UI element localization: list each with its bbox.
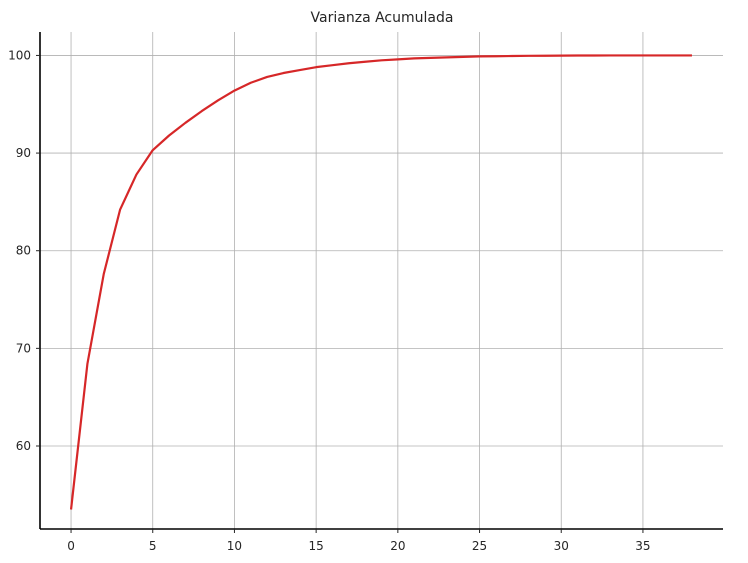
y-tick-label: 60 [16,439,31,453]
y-tick-label: 80 [16,244,31,258]
x-tick-label: 15 [309,539,324,553]
series-layer [69,54,692,510]
x-tick-label: 35 [635,539,650,553]
cumulative-variance-line [69,54,692,510]
y-tick-label: 90 [16,146,31,160]
x-tick-label: 0 [67,539,75,553]
y-tick-label: 70 [16,341,31,355]
x-tick-label: 30 [554,539,569,553]
x-tick-label: 25 [472,539,487,553]
axes [39,32,723,530]
y-axis-ticks: 60 70 80 90 100 [8,48,40,453]
x-tick-label: 5 [149,539,157,553]
x-tick-label: 10 [227,539,242,553]
grid [40,32,723,529]
x-tick-label: 20 [390,539,405,553]
y-tick-label: 100 [8,48,31,62]
x-axis-ticks: 0 5 10 15 20 25 30 35 [67,529,651,553]
chart-title: Varianza Acumulada [311,10,454,26]
